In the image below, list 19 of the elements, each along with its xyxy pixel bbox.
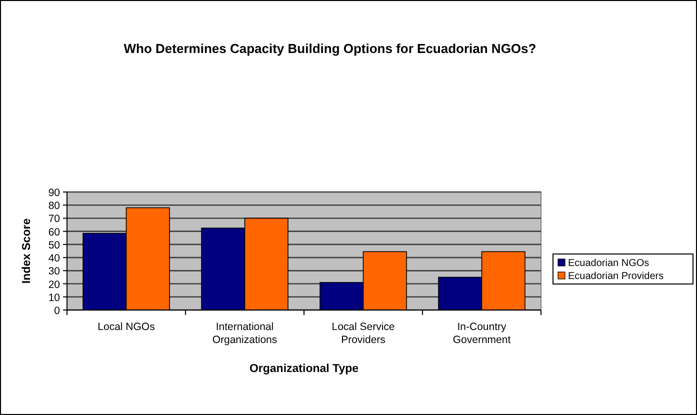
- y-tick-label: 60: [48, 226, 60, 238]
- y-tick-label: 0: [54, 305, 60, 317]
- x-tick-label: International Organizations: [212, 321, 278, 346]
- y-tick-label: 90: [48, 187, 60, 199]
- y-tick-label: 50: [48, 239, 60, 252]
- y-tick-label: 70: [48, 213, 60, 226]
- x-tick-label: Local Service Providers: [332, 321, 395, 346]
- y-tick-label: 40: [48, 252, 60, 265]
- y-tick-label: 10: [48, 292, 60, 304]
- legend-label: Ecuadorian NGOs: [568, 258, 650, 269]
- x-tick-label: In-Country Government: [452, 321, 511, 346]
- x-axis-title: Organizational Type: [249, 363, 359, 375]
- x-tick-label: Local NGOs: [98, 321, 155, 333]
- y-tick-label: 20: [48, 278, 60, 291]
- legend-label: Ecuadorian Providers: [568, 271, 664, 282]
- y-tick-label: 80: [48, 200, 60, 212]
- y-tick-label: 30: [48, 266, 60, 278]
- y-axis-title: Index Score: [21, 218, 33, 284]
- chart-title: Who Determines Capacity Building Options for Ecuadorian NGOs?: [124, 41, 536, 56]
